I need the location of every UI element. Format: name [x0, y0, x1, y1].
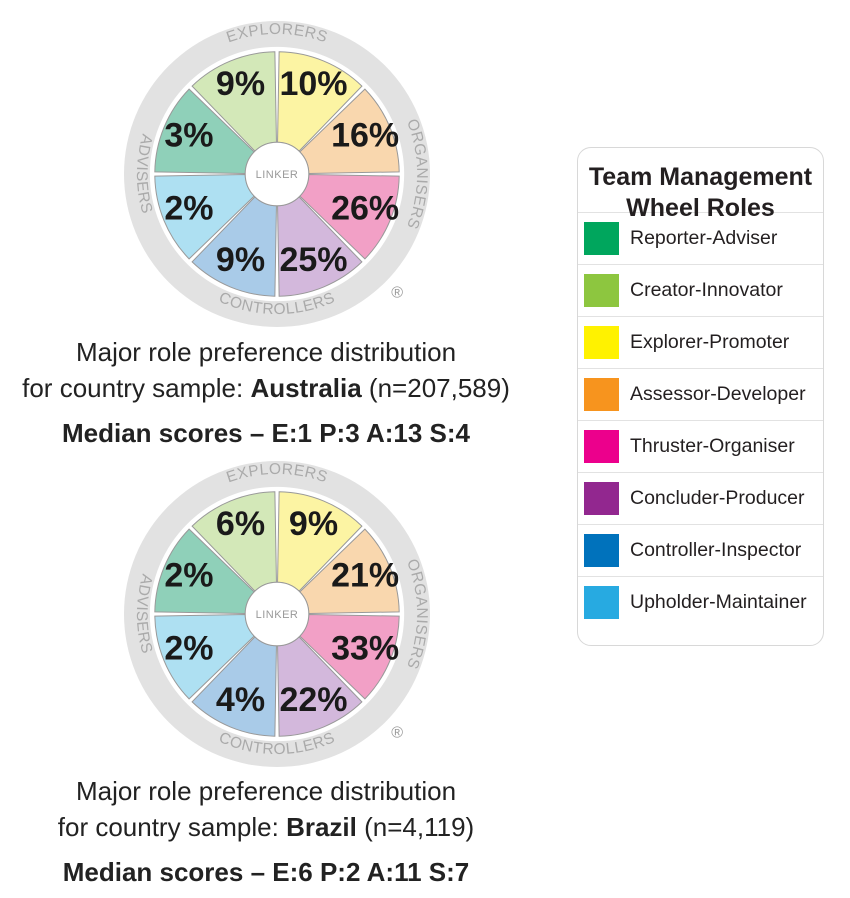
- svg-text:6%: 6%: [216, 505, 265, 543]
- svg-text:9%: 9%: [289, 505, 338, 543]
- svg-text:25%: 25%: [279, 241, 347, 279]
- svg-text:9%: 9%: [216, 241, 265, 279]
- svg-text:2%: 2%: [164, 189, 213, 227]
- svg-text:®: ®: [391, 284, 403, 301]
- svg-text:33%: 33%: [331, 629, 399, 667]
- svg-text:9%: 9%: [216, 65, 265, 103]
- svg-text:2%: 2%: [164, 556, 213, 594]
- svg-text:3%: 3%: [164, 116, 213, 154]
- svg-text:21%: 21%: [331, 556, 399, 594]
- svg-text:LINKER: LINKER: [256, 609, 299, 621]
- svg-text:2%: 2%: [164, 629, 213, 667]
- svg-text:4%: 4%: [216, 681, 265, 719]
- svg-text:22%: 22%: [279, 681, 347, 719]
- svg-text:®: ®: [391, 724, 403, 741]
- svg-text:26%: 26%: [331, 189, 399, 227]
- svg-text:LINKER: LINKER: [256, 169, 299, 181]
- svg-text:16%: 16%: [331, 116, 399, 154]
- svg-text:10%: 10%: [279, 65, 347, 103]
